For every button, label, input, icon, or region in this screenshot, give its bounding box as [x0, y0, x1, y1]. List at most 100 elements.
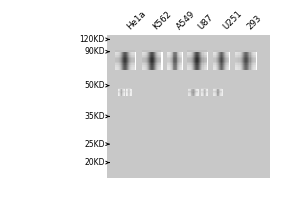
Bar: [174, 52, 175, 70]
Bar: [131, 89, 132, 96]
Bar: [187, 67, 207, 69]
Bar: [218, 89, 219, 96]
Bar: [213, 55, 229, 57]
Bar: [169, 52, 170, 70]
Bar: [115, 62, 135, 63]
Bar: [194, 52, 195, 70]
Bar: [167, 57, 182, 58]
Bar: [152, 52, 153, 70]
Bar: [205, 52, 206, 70]
Bar: [123, 89, 124, 96]
Bar: [195, 89, 196, 96]
Bar: [201, 52, 203, 70]
Bar: [155, 52, 156, 70]
Bar: [253, 52, 254, 70]
Bar: [213, 93, 222, 94]
Bar: [201, 91, 208, 92]
Bar: [167, 69, 182, 70]
Bar: [142, 53, 161, 55]
Bar: [142, 55, 161, 57]
Bar: [200, 52, 201, 70]
Bar: [126, 89, 127, 96]
Bar: [118, 93, 125, 94]
Bar: [125, 52, 126, 70]
Bar: [197, 89, 198, 96]
Bar: [213, 62, 229, 63]
Bar: [202, 89, 203, 96]
Text: U251: U251: [221, 9, 244, 32]
Bar: [213, 91, 222, 92]
Bar: [252, 52, 253, 70]
Bar: [202, 52, 204, 70]
Bar: [159, 52, 160, 70]
Bar: [126, 94, 131, 95]
Bar: [146, 52, 147, 70]
Bar: [213, 52, 214, 70]
Bar: [197, 52, 199, 70]
Bar: [191, 52, 192, 70]
Bar: [214, 52, 215, 70]
Bar: [244, 52, 245, 70]
Bar: [126, 92, 131, 93]
Bar: [134, 52, 135, 70]
Bar: [179, 52, 180, 70]
Bar: [167, 63, 182, 65]
Bar: [126, 89, 127, 96]
Bar: [221, 52, 222, 70]
Bar: [229, 52, 230, 70]
Bar: [167, 52, 182, 53]
Bar: [206, 52, 207, 70]
Bar: [193, 89, 194, 96]
Text: 90KD: 90KD: [84, 47, 105, 56]
Bar: [213, 94, 222, 95]
Bar: [122, 89, 123, 96]
Bar: [195, 89, 196, 96]
Bar: [187, 52, 188, 70]
Bar: [214, 89, 215, 96]
Bar: [150, 52, 151, 70]
Bar: [128, 89, 129, 96]
Bar: [235, 52, 236, 70]
Bar: [123, 52, 124, 70]
Text: K562: K562: [152, 10, 173, 32]
Bar: [119, 89, 120, 96]
Bar: [215, 52, 216, 70]
Bar: [142, 67, 161, 69]
Bar: [222, 89, 223, 96]
Bar: [167, 65, 182, 67]
Bar: [188, 94, 198, 95]
Text: 20KD: 20KD: [84, 158, 105, 167]
Bar: [216, 52, 217, 70]
Bar: [201, 92, 208, 93]
Bar: [126, 89, 131, 90]
Bar: [187, 60, 207, 62]
Bar: [243, 52, 244, 70]
Bar: [169, 52, 170, 70]
Bar: [157, 52, 158, 70]
Bar: [218, 52, 219, 70]
Bar: [213, 52, 229, 53]
Bar: [187, 55, 207, 57]
Bar: [187, 50, 207, 52]
Bar: [241, 52, 242, 70]
Bar: [213, 91, 222, 92]
Bar: [129, 89, 130, 96]
Bar: [115, 65, 135, 67]
Bar: [247, 52, 248, 70]
Bar: [215, 89, 216, 96]
Bar: [203, 89, 204, 96]
Bar: [201, 88, 208, 89]
Bar: [120, 89, 121, 96]
Bar: [228, 52, 229, 70]
Bar: [148, 52, 149, 70]
Text: U87: U87: [197, 13, 215, 32]
Bar: [204, 89, 205, 96]
Bar: [175, 52, 176, 70]
Bar: [118, 95, 125, 96]
Bar: [222, 52, 223, 70]
Bar: [217, 52, 218, 70]
Bar: [167, 62, 182, 63]
Bar: [235, 65, 256, 67]
Bar: [128, 89, 129, 96]
Bar: [126, 93, 131, 94]
